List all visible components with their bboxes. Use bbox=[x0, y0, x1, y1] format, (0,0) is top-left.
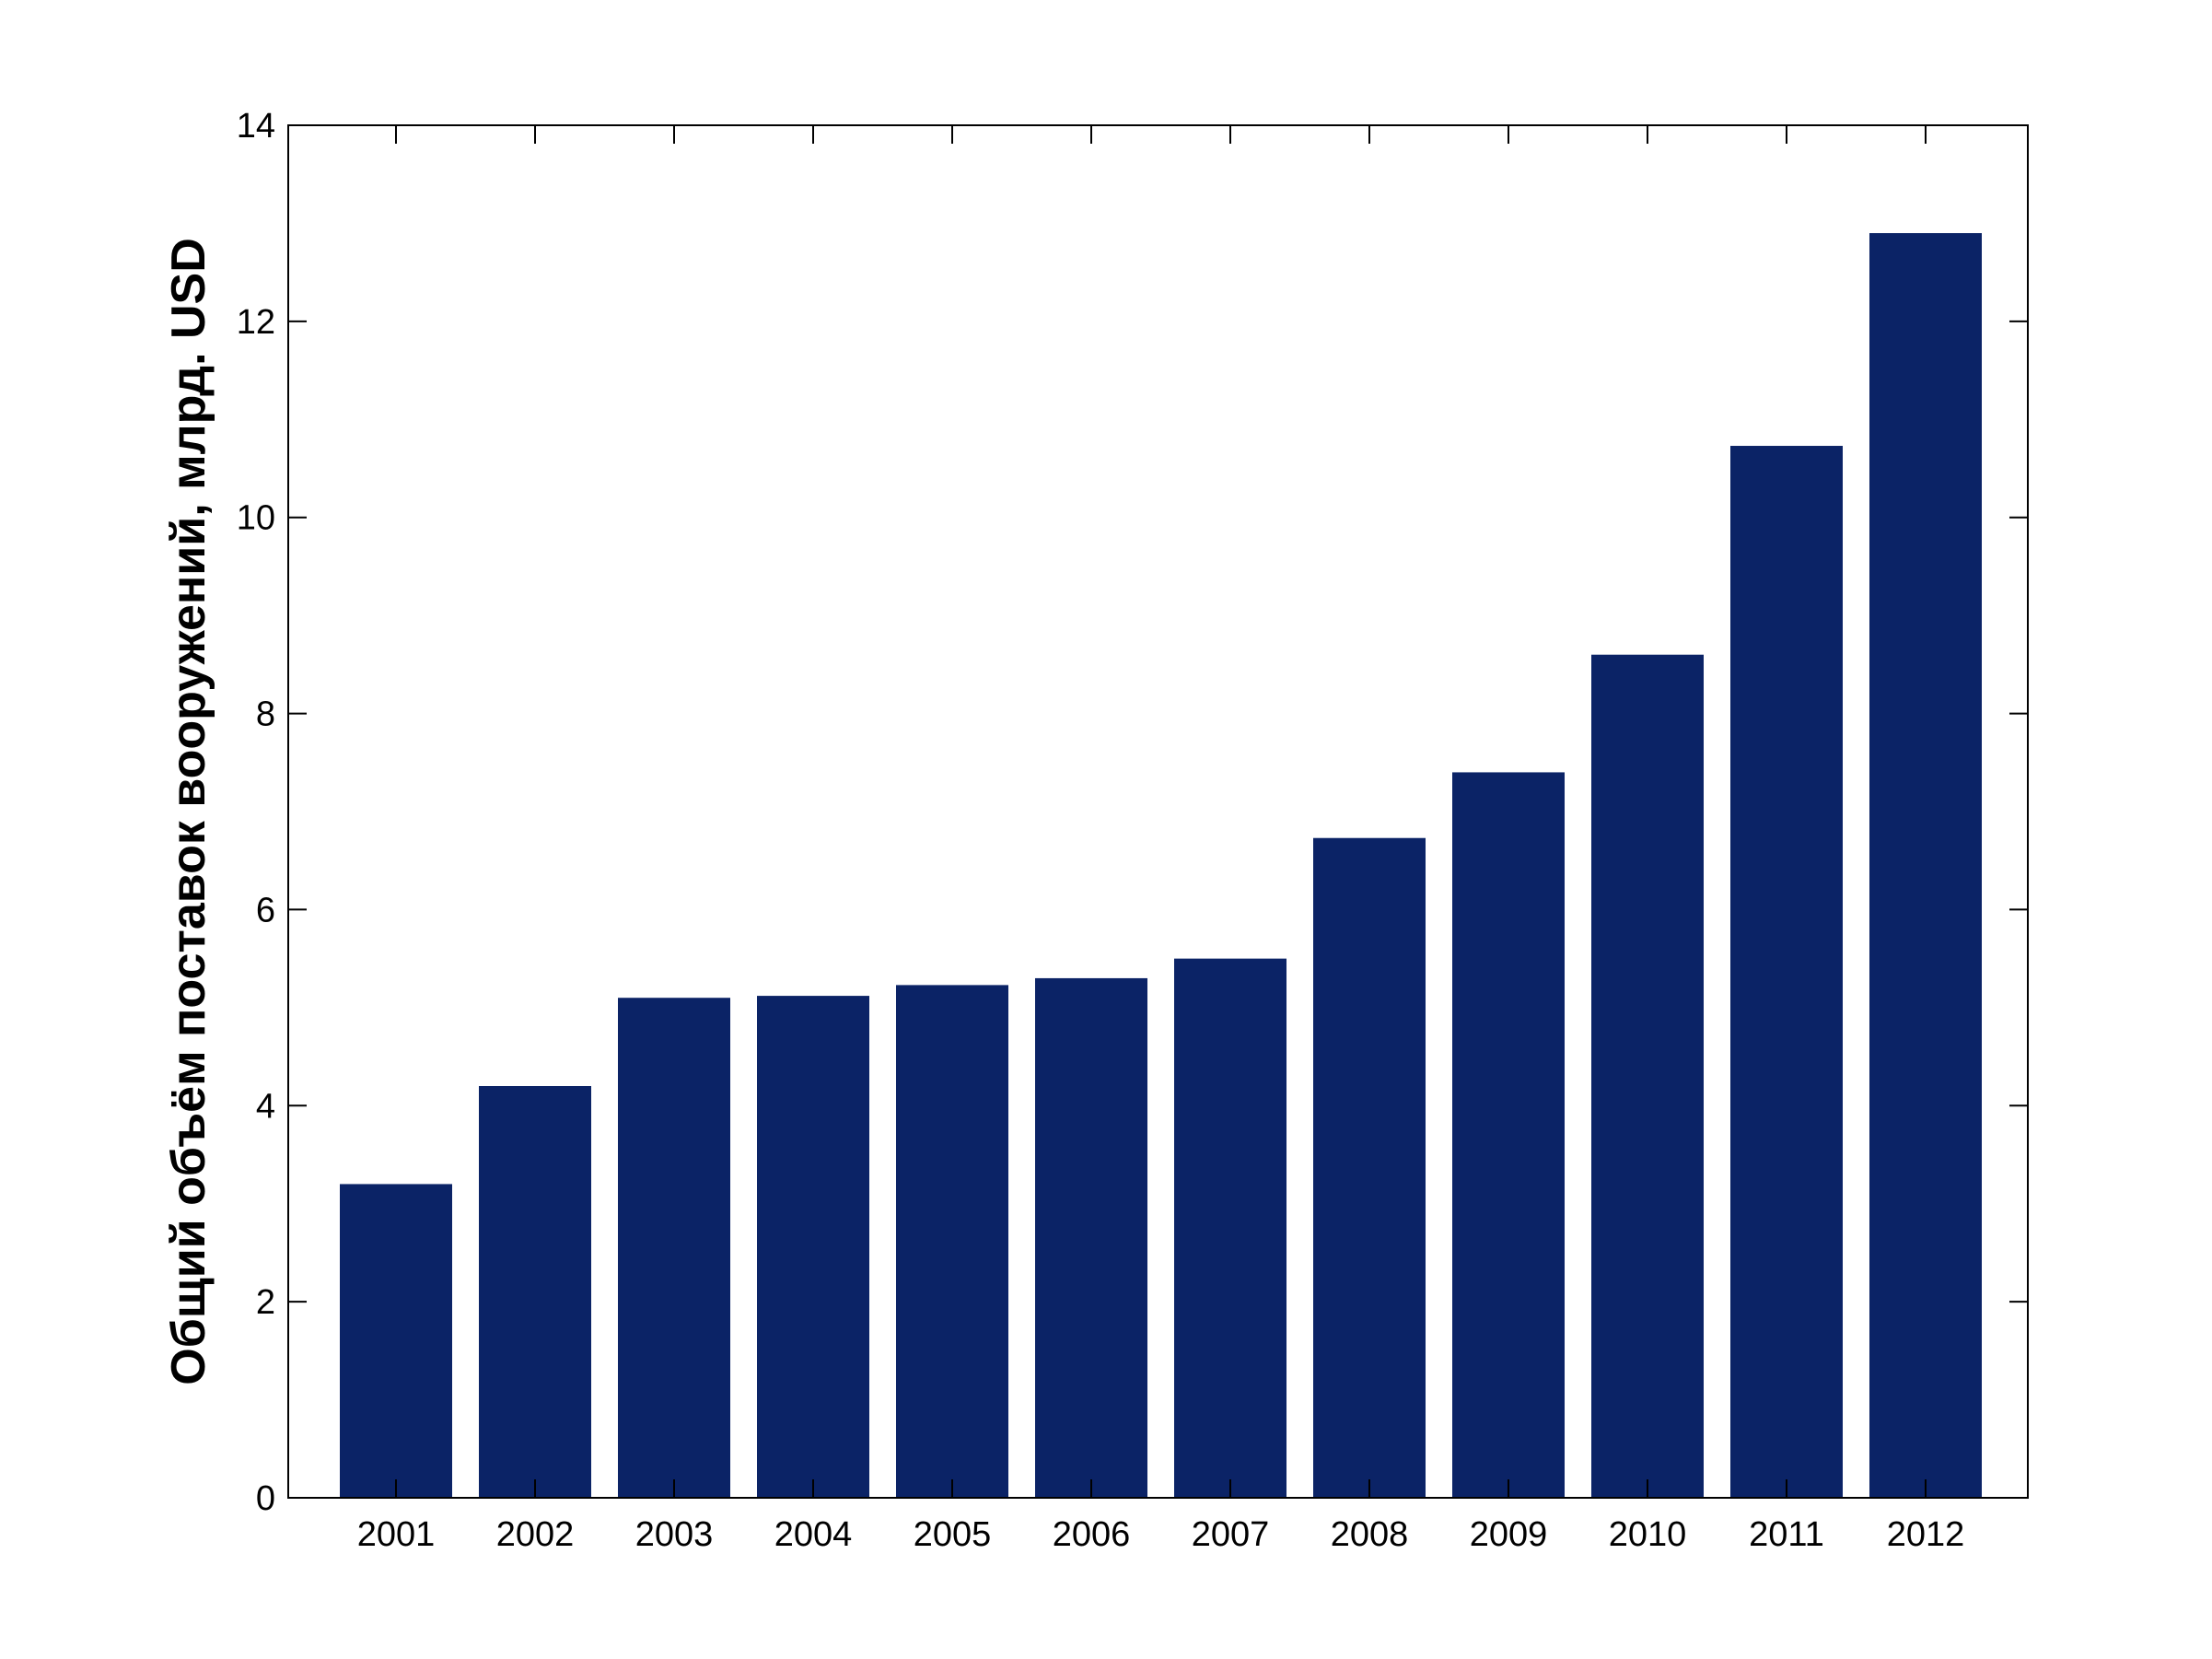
x-axis: 2001 2002 2003 2004 2005 2006 2007 2008 2009 2010… bbox=[357, 125, 1965, 1554]
y-tick-label-6: 6 bbox=[256, 891, 275, 929]
y-axis: 0 2 4 6 8 10 12 14 bbox=[237, 107, 2028, 1518]
bar-2009 bbox=[1452, 772, 1565, 1498]
y-tick-label-12: 12 bbox=[237, 303, 275, 342]
bar-2004 bbox=[757, 996, 869, 1498]
bar-2012 bbox=[1869, 233, 1982, 1499]
y-tick-label-4: 4 bbox=[256, 1087, 275, 1126]
y-tick-label-14: 14 bbox=[237, 107, 275, 146]
x-tick-label-2009: 2009 bbox=[1470, 1515, 1548, 1554]
x-tick-label-2002: 2002 bbox=[496, 1515, 575, 1554]
y-axis-title: Общий объём поставок вооружений, млрд. U… bbox=[162, 238, 215, 1385]
x-tick-label-2008: 2008 bbox=[1331, 1515, 1409, 1554]
bar-2005 bbox=[896, 985, 1008, 1498]
x-tick-label-2010: 2010 bbox=[1609, 1515, 1687, 1554]
x-tick-label-2004: 2004 bbox=[774, 1515, 853, 1554]
y-tick-label-2: 2 bbox=[256, 1283, 275, 1322]
x-tick-label-2012: 2012 bbox=[1887, 1515, 1965, 1554]
bar-2002 bbox=[479, 1086, 591, 1498]
x-tick-label-2001: 2001 bbox=[357, 1515, 436, 1554]
bars-group bbox=[340, 233, 1982, 1499]
bar-2006 bbox=[1035, 977, 1147, 1498]
x-tick-label-2006: 2006 bbox=[1053, 1515, 1131, 1554]
y-tick-label-10: 10 bbox=[237, 499, 275, 538]
x-tick-label-2005: 2005 bbox=[914, 1515, 992, 1554]
plot-area-frame bbox=[287, 124, 2029, 1499]
bar-2003 bbox=[618, 998, 730, 1498]
bar-2007 bbox=[1174, 958, 1286, 1498]
bar-2001 bbox=[340, 1184, 452, 1498]
x-tick-label-2003: 2003 bbox=[635, 1515, 714, 1554]
x-tick-label-2011: 2011 bbox=[1749, 1515, 1824, 1554]
y-tick-label-8: 8 bbox=[256, 695, 275, 734]
bar-2008 bbox=[1313, 837, 1426, 1498]
x-tick-label-2007: 2007 bbox=[1192, 1515, 1270, 1554]
bar-2011 bbox=[1730, 446, 1843, 1498]
y-tick-label-0: 0 bbox=[256, 1479, 275, 1518]
bar-2010 bbox=[1591, 654, 1704, 1498]
